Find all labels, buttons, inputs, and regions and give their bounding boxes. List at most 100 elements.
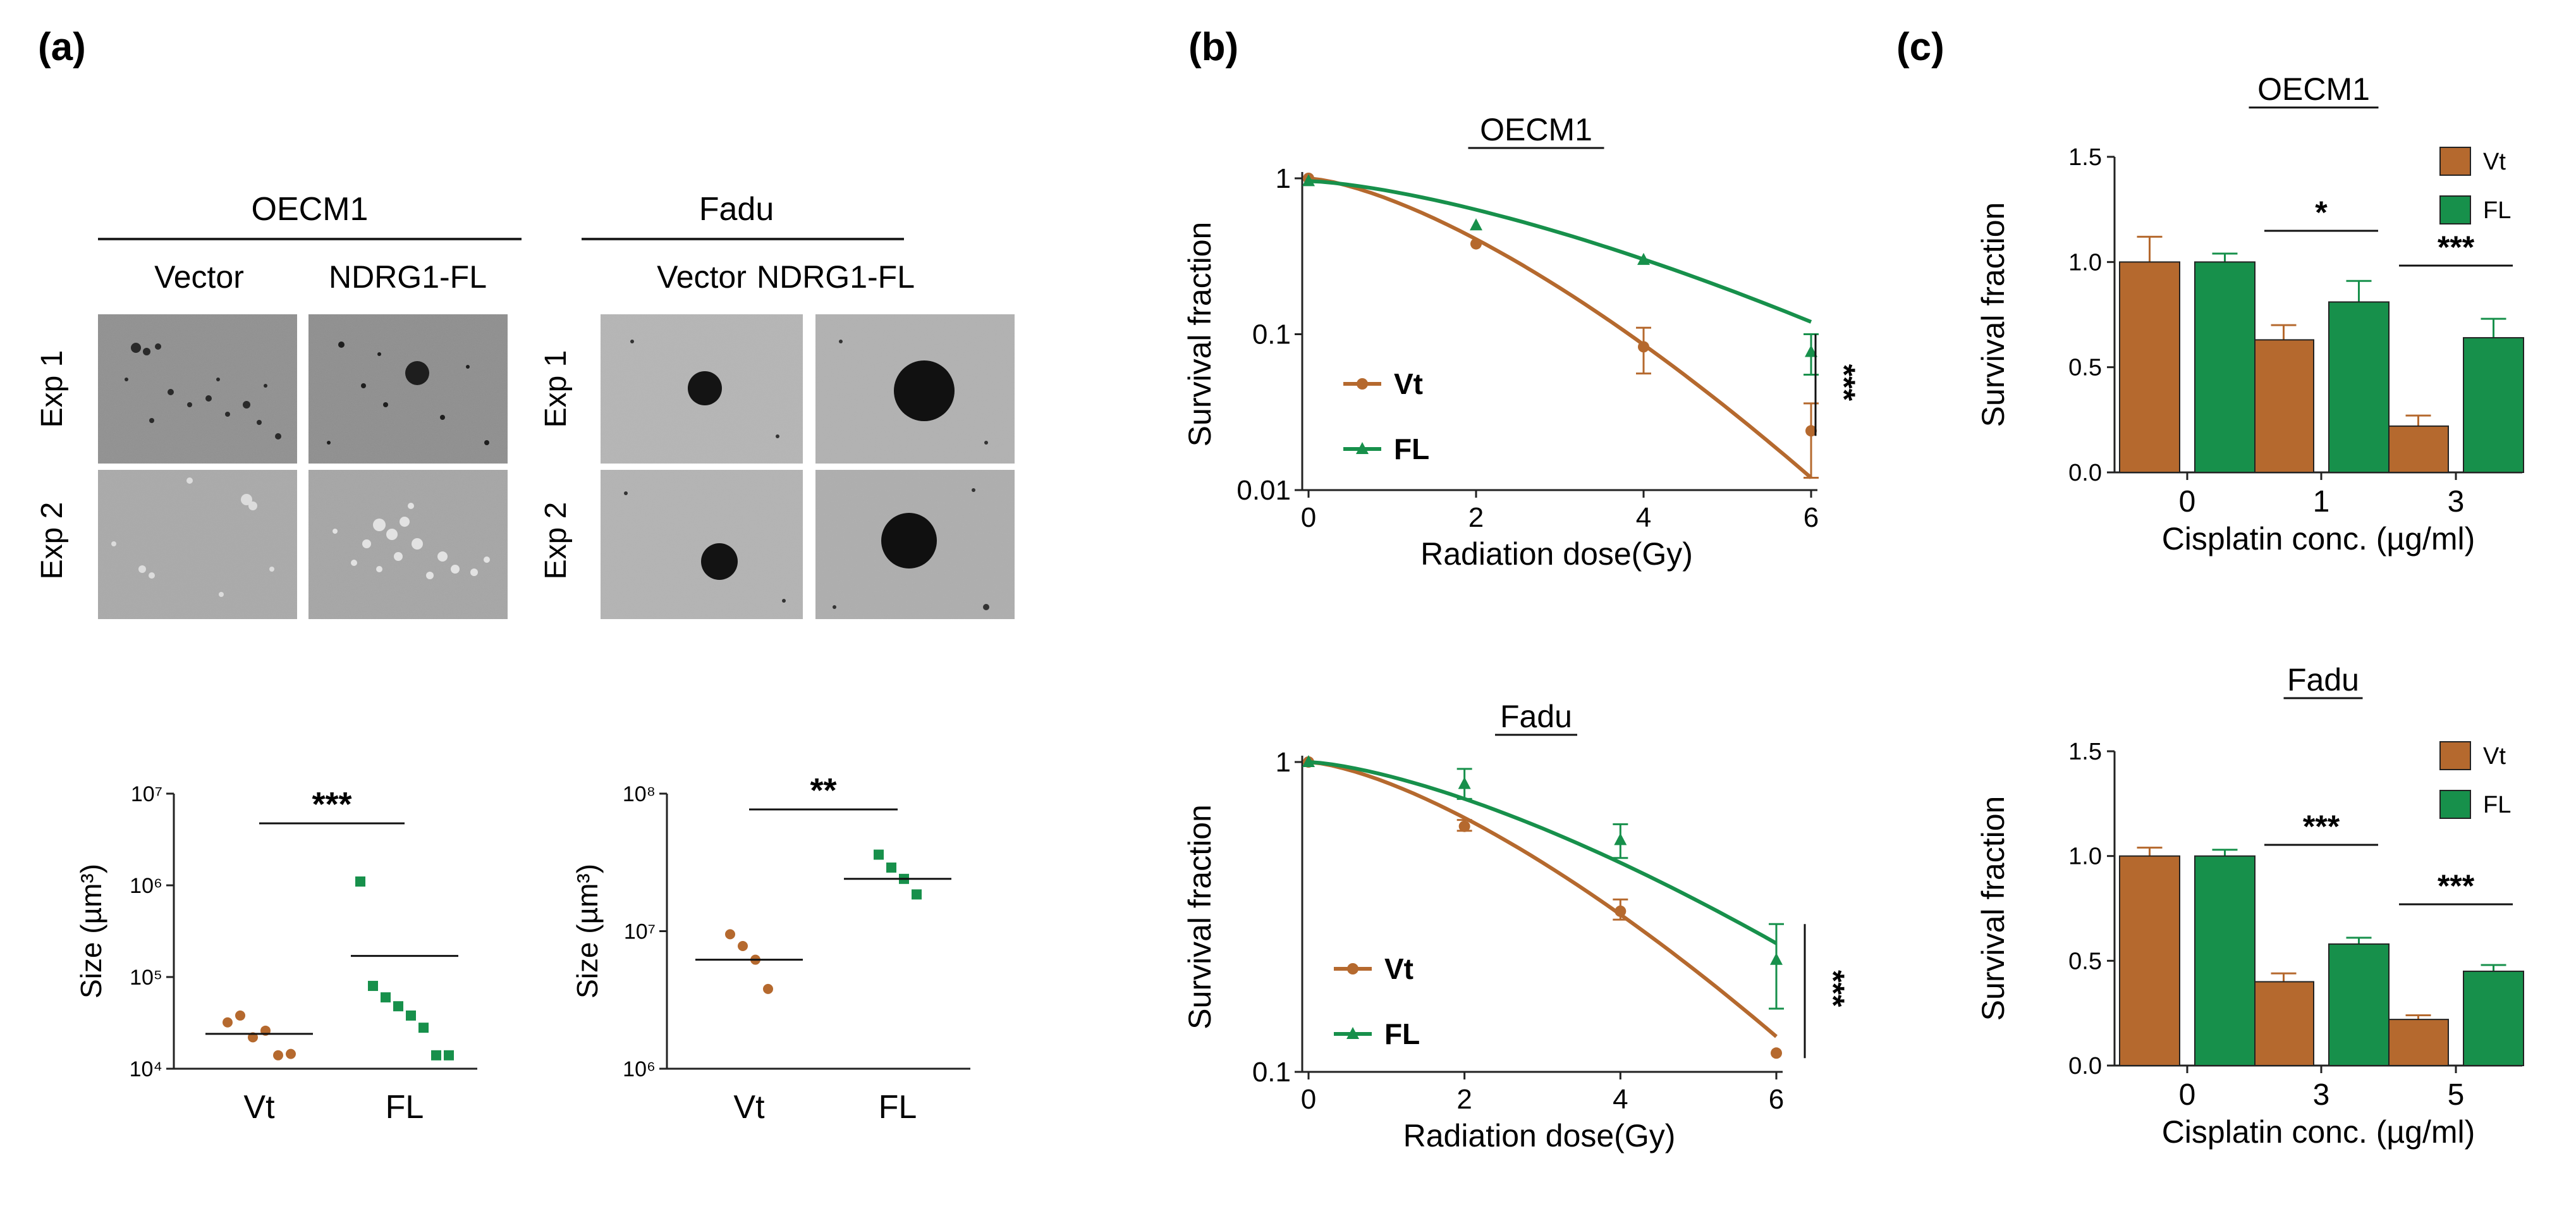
significance-label: *	[2315, 195, 2328, 230]
data-point-fl	[368, 981, 378, 992]
data-point-vt	[1638, 341, 1649, 353]
y-tick-label: 0.1	[1252, 1057, 1291, 1088]
y-tick-label: 1.5	[2068, 144, 2102, 171]
y-tick-label: 0.1	[1252, 319, 1291, 350]
y-axis-label: Size (µm³)	[571, 864, 604, 999]
y-tick-label: 10⁶	[623, 1057, 656, 1081]
micrograph-block: OECM1 Vector NDRG1-FL Fadu Vector NDRG1-…	[35, 191, 1015, 619]
bar-vt-0	[2119, 855, 2180, 1066]
y-tick-label: 10⁵	[130, 966, 162, 990]
fit-curve-vt	[1308, 176, 1812, 479]
y-tick-label: 10⁶	[130, 874, 162, 898]
x-tick-label: 2	[1456, 1084, 1472, 1115]
x-tick-label: 3	[2313, 1078, 2330, 1112]
micrograph-fadu-vector-exp1	[601, 314, 803, 464]
chart-title: Fadu	[1500, 699, 1572, 734]
legend-label-fl: FL	[2483, 197, 2511, 224]
legend-label-fl: FL	[2483, 792, 2511, 818]
y-tick-label: 10⁷	[624, 920, 656, 944]
x-tick-label: 6	[1804, 502, 1819, 533]
y-axis-label: Survival fraction	[1182, 222, 1218, 447]
data-point-vt	[725, 929, 735, 940]
y-tick-label: 1.0	[2068, 249, 2102, 276]
row-label-oecm1-exp2: Exp 2	[35, 502, 69, 580]
data-point-fl	[444, 1050, 454, 1060]
y-tick-label: 0.01	[1236, 475, 1291, 506]
y-tick-label: 0.0	[2068, 460, 2102, 486]
panel-label-b: (b)	[1188, 25, 1238, 69]
y-tick-label: 1.5	[2068, 739, 2102, 765]
data-point-vt	[1615, 905, 1627, 917]
micrograph-fadu-fl-exp1	[815, 314, 1015, 464]
bar-fl-0	[2194, 855, 2256, 1066]
micrograph-oecm1-fl-exp2	[308, 470, 508, 619]
y-tick-label: 1	[1276, 163, 1291, 194]
micrograph-oecm1-vector-exp2	[98, 470, 297, 619]
row-label-fadu-exp2: Exp 2	[539, 502, 573, 580]
row-label-fadu-exp1: Exp 1	[539, 350, 573, 428]
y-axis-label: Survival fraction	[1182, 804, 1218, 1030]
y-axis-label: Survival fraction	[1975, 202, 2011, 427]
significance-label: ***	[2303, 809, 2340, 844]
data-point-fl	[1302, 174, 1315, 187]
x-tick-label: FL	[386, 1089, 424, 1126]
group-title-oecm1: OECM1	[252, 191, 369, 228]
bar-fl-0	[2194, 261, 2256, 473]
x-tick-label: 6	[1769, 1084, 1784, 1115]
x-tick-label: 5	[2448, 1078, 2465, 1112]
data-point-fl	[1614, 833, 1627, 845]
legend-label-vt: Vt	[1394, 367, 1423, 400]
bar-vt-1	[2253, 339, 2314, 473]
data-point-vt	[1470, 238, 1482, 250]
significance-label: ***	[1826, 364, 1862, 402]
legend-marker-fl	[1356, 442, 1369, 454]
x-axis-label: Cisplatin conc. (µg/ml)	[2162, 1114, 2475, 1150]
data-point-fl	[1302, 755, 1315, 767]
data-point-fl	[912, 889, 922, 900]
significance-label: **	[810, 771, 836, 809]
chart-title: Fadu	[2287, 662, 2359, 698]
data-point-fl	[1470, 218, 1482, 231]
data-point-fl	[1637, 252, 1650, 265]
bar-fl-3	[2463, 337, 2524, 473]
chart-b-oecm1-survival: OECM1 0.01 0.1 1 0 2 4 6 Radiation dose(Gy) Survi…	[1182, 112, 1862, 572]
legend-swatch-vt	[2439, 741, 2471, 770]
group-title-fadu: Fadu	[699, 191, 774, 228]
fit-curve-fl	[1308, 760, 1778, 945]
data-point-vt	[286, 1048, 296, 1059]
x-tick-label: 3	[2448, 485, 2465, 519]
bar-vt-0	[2119, 261, 2180, 473]
micrograph-fadu-fl-exp2	[815, 470, 1015, 619]
chart-a-oecm1-size: 10⁴ 10⁵ 10⁶ 10⁷ Size (µm³) Vt FL ***	[75, 782, 477, 1126]
legend-label-vt: Vt	[1384, 952, 1413, 985]
x-axis-label: Radiation dose(Gy)	[1420, 536, 1693, 572]
x-tick-label: 2	[1468, 502, 1484, 533]
x-tick-label: 4	[1613, 1084, 1628, 1115]
data-point-vt	[763, 983, 773, 994]
data-point-fl	[874, 849, 884, 860]
y-tick-label: 1	[1276, 747, 1291, 778]
legend-label-fl: FL	[1384, 1017, 1420, 1050]
fit-curve-fl	[1308, 179, 1812, 324]
legend-swatch-fl	[2439, 790, 2471, 819]
micrograph-fadu-vector-exp2	[601, 470, 803, 619]
y-tick-label: 10⁸	[623, 782, 656, 806]
data-point-fl	[381, 992, 391, 1003]
chart-a-fadu-size: 10⁶ 10⁷ 10⁸ Size (µm³) Vt FL **	[571, 771, 970, 1126]
legend-label-vt: Vt	[2483, 743, 2506, 770]
legend-label-fl: FL	[1394, 433, 1429, 465]
bar-vt-3	[2253, 981, 2314, 1067]
significance-label: ***	[1816, 970, 1851, 1007]
data-point-vt	[1805, 425, 1817, 437]
x-tick-label: Vt	[243, 1089, 275, 1126]
x-tick-label: 0	[1301, 502, 1316, 533]
x-tick-label: 0	[1301, 1084, 1316, 1115]
x-tick-label: FL	[879, 1089, 917, 1126]
y-tick-label: 10⁷	[131, 782, 162, 806]
significance-label: ***	[2438, 230, 2475, 265]
col-label-fadu-fl: NDRG1-FL	[757, 259, 915, 295]
col-label-fadu-vector: Vector	[657, 259, 747, 295]
data-point-vt	[235, 1010, 245, 1021]
